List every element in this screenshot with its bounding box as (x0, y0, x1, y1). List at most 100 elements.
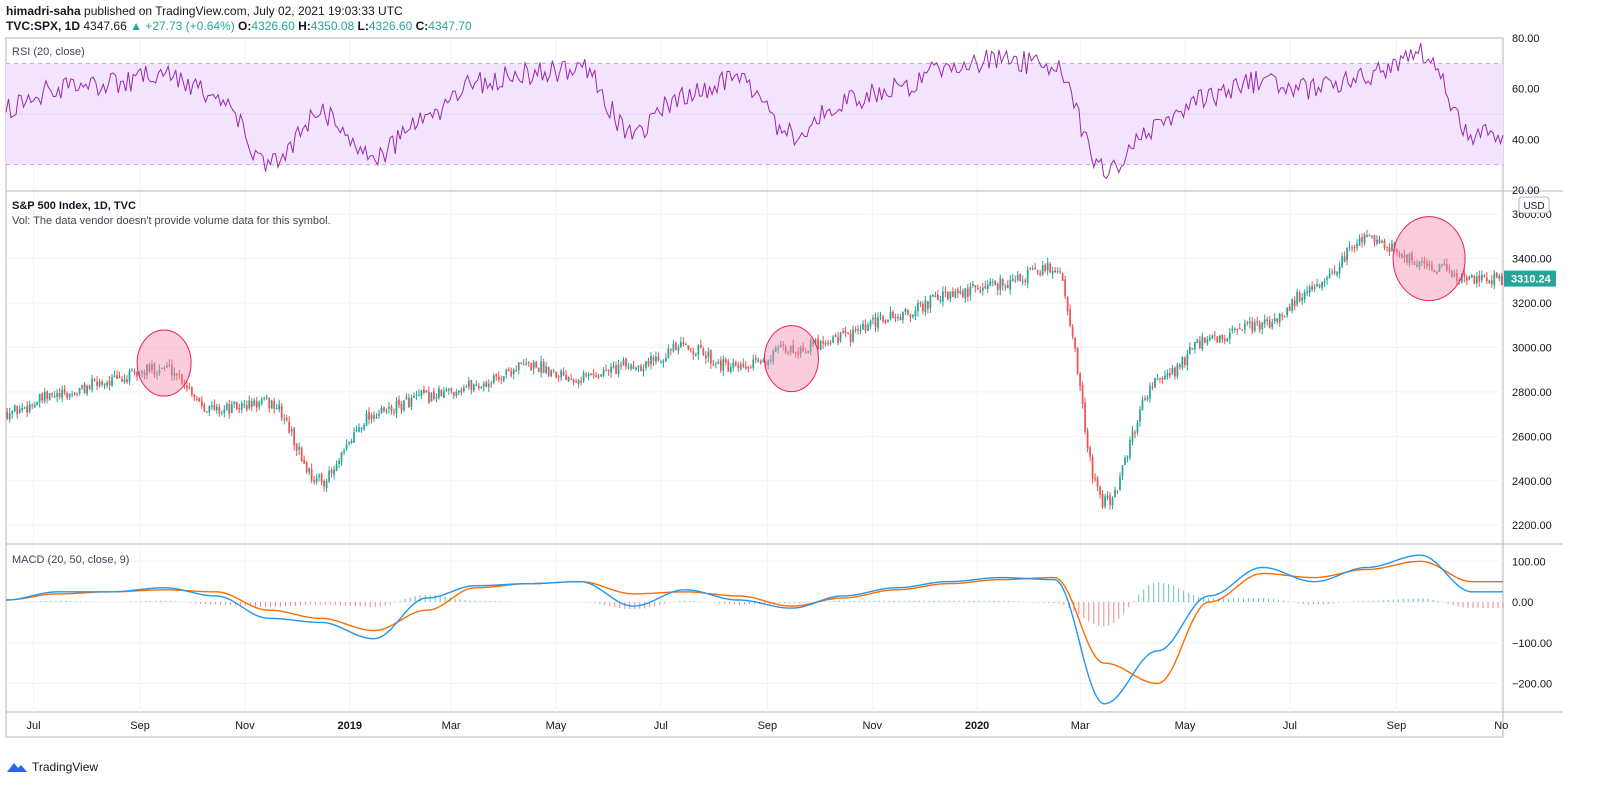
candle-body (328, 470, 330, 482)
candle-body (1131, 430, 1134, 442)
candle-body (141, 370, 143, 374)
last-price-label: 3310.24 (1511, 274, 1552, 286)
candle-body (1301, 297, 1304, 301)
candle-body (600, 374, 602, 377)
candle-body (704, 355, 707, 359)
price-candle (472, 383, 475, 393)
candle-body (6, 411, 9, 419)
candle-body (892, 311, 894, 318)
candle-body (635, 367, 637, 370)
price-candle (220, 410, 223, 416)
candle-body (300, 447, 303, 462)
candle-body (148, 364, 151, 372)
price-candle (380, 405, 383, 415)
candle-body (839, 332, 842, 342)
price-candle (680, 336, 682, 349)
candle-body (927, 301, 929, 309)
candle-body (1431, 264, 1433, 270)
price-candle (1126, 455, 1129, 463)
price-candle (1408, 252, 1411, 267)
price-candle (1206, 336, 1209, 346)
candle-body (632, 365, 635, 369)
candle-body (1213, 335, 1216, 337)
candle-body (737, 364, 740, 369)
price-candle (1201, 332, 1204, 352)
candle-body (1286, 308, 1289, 316)
candle-body (522, 363, 525, 365)
candle-body (714, 363, 717, 365)
candle-body (41, 393, 44, 401)
price-candle (857, 324, 859, 335)
candle-body (56, 392, 59, 398)
candle-body (520, 362, 523, 364)
candle-body (153, 363, 156, 375)
candle-body (984, 286, 987, 289)
price-candle (575, 378, 577, 383)
price-candle (1104, 494, 1106, 509)
candle-body (31, 404, 34, 406)
price-candle (1094, 473, 1096, 482)
price-candle (410, 394, 413, 410)
price-candle (1236, 328, 1239, 335)
candle-body (1071, 326, 1074, 337)
price-candle (557, 374, 560, 383)
candle-body (380, 407, 383, 413)
price-candle (996, 282, 999, 296)
candle-body (660, 361, 662, 363)
price-candle (607, 369, 610, 376)
price-candle (1079, 371, 1081, 392)
candle-body (195, 398, 198, 400)
candle-body (1381, 240, 1383, 243)
price-candle (829, 340, 832, 346)
candle-body (340, 452, 343, 462)
candle-body (897, 316, 899, 318)
candle-body (1433, 270, 1436, 273)
price-candle (1029, 267, 1032, 270)
candle-body (168, 364, 171, 366)
candle-body (1468, 276, 1471, 280)
price-candle (191, 386, 193, 398)
price-candle (1478, 270, 1481, 287)
price-candle (1009, 275, 1012, 295)
price-candle (1159, 377, 1161, 384)
price-candle (969, 282, 972, 301)
candle-body (1241, 329, 1244, 331)
currency-badge (1518, 196, 1550, 214)
candle-body (353, 432, 355, 443)
author-name[interactable]: himadri-saha (6, 4, 81, 18)
price-candle (572, 378, 575, 386)
candle-body (1159, 378, 1161, 380)
candle-body (395, 400, 398, 414)
candle-body (1094, 478, 1096, 480)
candle-body (1283, 316, 1286, 318)
price-candle (934, 291, 937, 298)
candle-body (732, 362, 735, 368)
tradingview-brand[interactable]: TradingView (32, 760, 99, 774)
price-candle (8, 407, 11, 423)
price-candle (295, 443, 298, 456)
x-tick-label: Nov (862, 720, 882, 732)
candle-body (248, 400, 251, 409)
candle-body (535, 361, 538, 368)
price-candle (1336, 270, 1338, 278)
candle-body (350, 441, 353, 443)
candle-body (36, 402, 39, 406)
price-candle (1333, 265, 1336, 276)
price-candle (200, 396, 203, 409)
candle-body (1059, 271, 1062, 273)
price-candle (1046, 257, 1049, 276)
candle-body (580, 380, 582, 383)
price-candle (772, 348, 775, 365)
candle-body (1408, 253, 1411, 264)
price-candle (882, 314, 884, 324)
price-y-tick: 2400.00 (1512, 476, 1552, 488)
price-candle (722, 355, 725, 376)
candle-body (527, 361, 530, 363)
price-candle (1184, 356, 1186, 368)
price-candle (869, 319, 872, 330)
price-candle (1044, 263, 1047, 273)
price-candle (482, 380, 485, 392)
candle-body (692, 351, 695, 355)
candle-body (1296, 291, 1299, 305)
